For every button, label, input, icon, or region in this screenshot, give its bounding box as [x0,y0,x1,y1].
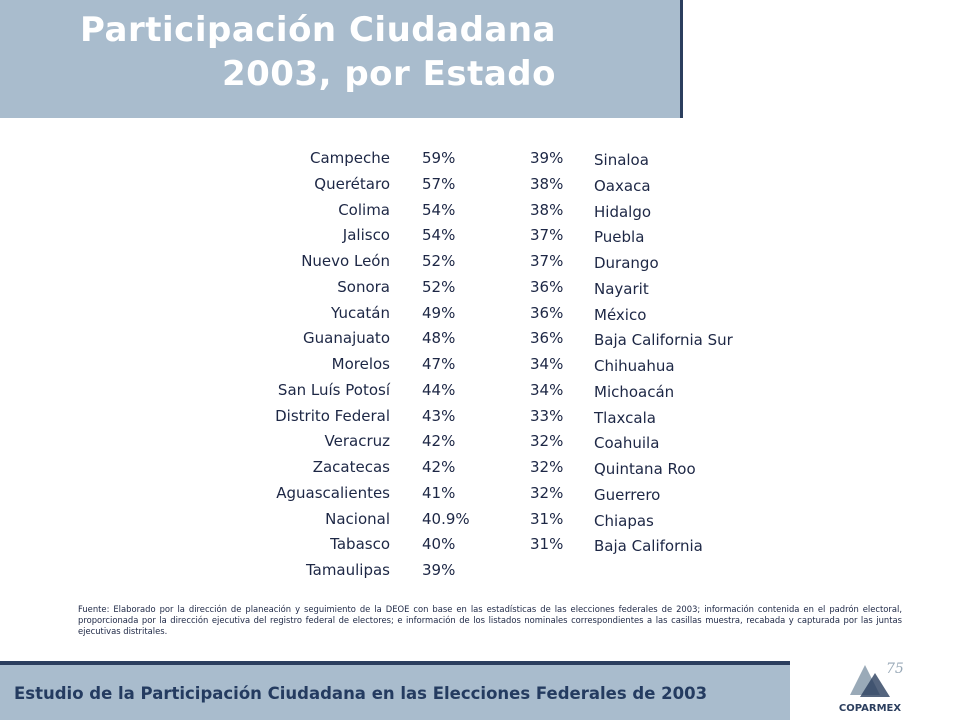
participation: 33% [530,406,564,425]
title-line: 2003, por Estado [221,54,556,94]
participation: 54% [422,200,456,219]
state-name: Aguascalientes [276,483,390,502]
logo-text: COPARMEX [839,703,901,714]
participation: 37% [530,226,564,245]
logo-badge: 75 [886,661,904,677]
state-name: Morelos [331,355,390,373]
state-name: Veracruz [324,432,390,451]
participation: 34% [530,380,564,399]
title-box: Participación Ciudadana 2003, por Estado [0,0,683,118]
state-name: Campeche [309,149,390,167]
state-name: Quintana Roo [594,460,696,478]
state-name: Zacatecas [312,458,390,476]
state-name: Puebla [594,228,645,247]
participation: 52% [422,252,456,270]
participation: 40% [422,535,456,554]
participation: 34% [530,355,564,373]
participation: 52% [422,277,456,296]
participation: 48% [422,329,456,348]
participation: 36% [530,303,564,322]
state-name: Tlaxcala [594,408,656,427]
state-name: Baja California [594,537,703,556]
state-name: Nacional [325,509,390,528]
participation: 39% [422,561,456,579]
state-name: Sonora [337,277,390,296]
participation: 41% [422,483,456,502]
state-name: Guerrero [594,485,661,504]
source-note: Fuente: Elaborado por la dirección de pl… [78,604,902,636]
participation: 42% [422,458,456,476]
participation: 40.9% [422,509,470,528]
state-name: Chihuahua [594,357,675,375]
state-name: Baja California Sur [594,331,733,350]
state-name: Tabasco [330,535,390,554]
state-name: San Luís Potosí [277,380,390,399]
participation: 39% [530,149,564,167]
participation: 38% [530,200,564,219]
logo: 75 COPARMEX [839,661,904,714]
participation: 59% [422,149,456,167]
state-name: Jalisco [342,226,390,245]
participation: 49% [422,303,456,322]
state-name: Guanajuato [303,329,390,348]
participation: 36% [530,277,564,296]
state-name: Oaxaca [594,176,651,195]
title-line: Participación Ciudadana [80,10,556,50]
footer-title: Estudio de la Participación Ciudadana en… [14,684,708,703]
participation: 31% [530,509,564,528]
state-name: Durango [594,254,659,272]
participation: 32% [530,432,564,451]
state-name: Hidalgo [594,202,652,221]
participation: 42% [422,432,456,451]
state-name: Yucatán [331,303,390,322]
participation: 32% [530,458,564,476]
state-name: Distrito Federal [275,406,390,425]
state-name: Michoacán [594,382,675,401]
participation: 43% [422,406,456,425]
state-name: Coahuila [594,434,660,453]
participation: 32% [530,483,564,502]
state-name: Tamaulipas [305,561,390,579]
state-name: Chiapas [594,511,654,530]
participation: 44% [422,380,456,399]
footer-rule [0,661,790,665]
footer-box [0,665,790,720]
participation: 36% [530,329,564,348]
state-name: Nayarit [594,279,649,298]
participation: 47% [422,355,456,373]
participation: 54% [422,226,456,245]
participation: 37% [530,252,564,270]
state-name: Nuevo León [301,252,390,270]
state-name: México [594,305,647,324]
participation: 57% [422,174,456,193]
participation: 38% [530,174,564,193]
participation: 31% [530,535,564,554]
state-name: Querétaro [314,174,390,193]
state-name: Colima [338,200,390,219]
logo-shape [860,673,890,697]
state-name: Sinaloa [594,151,649,169]
